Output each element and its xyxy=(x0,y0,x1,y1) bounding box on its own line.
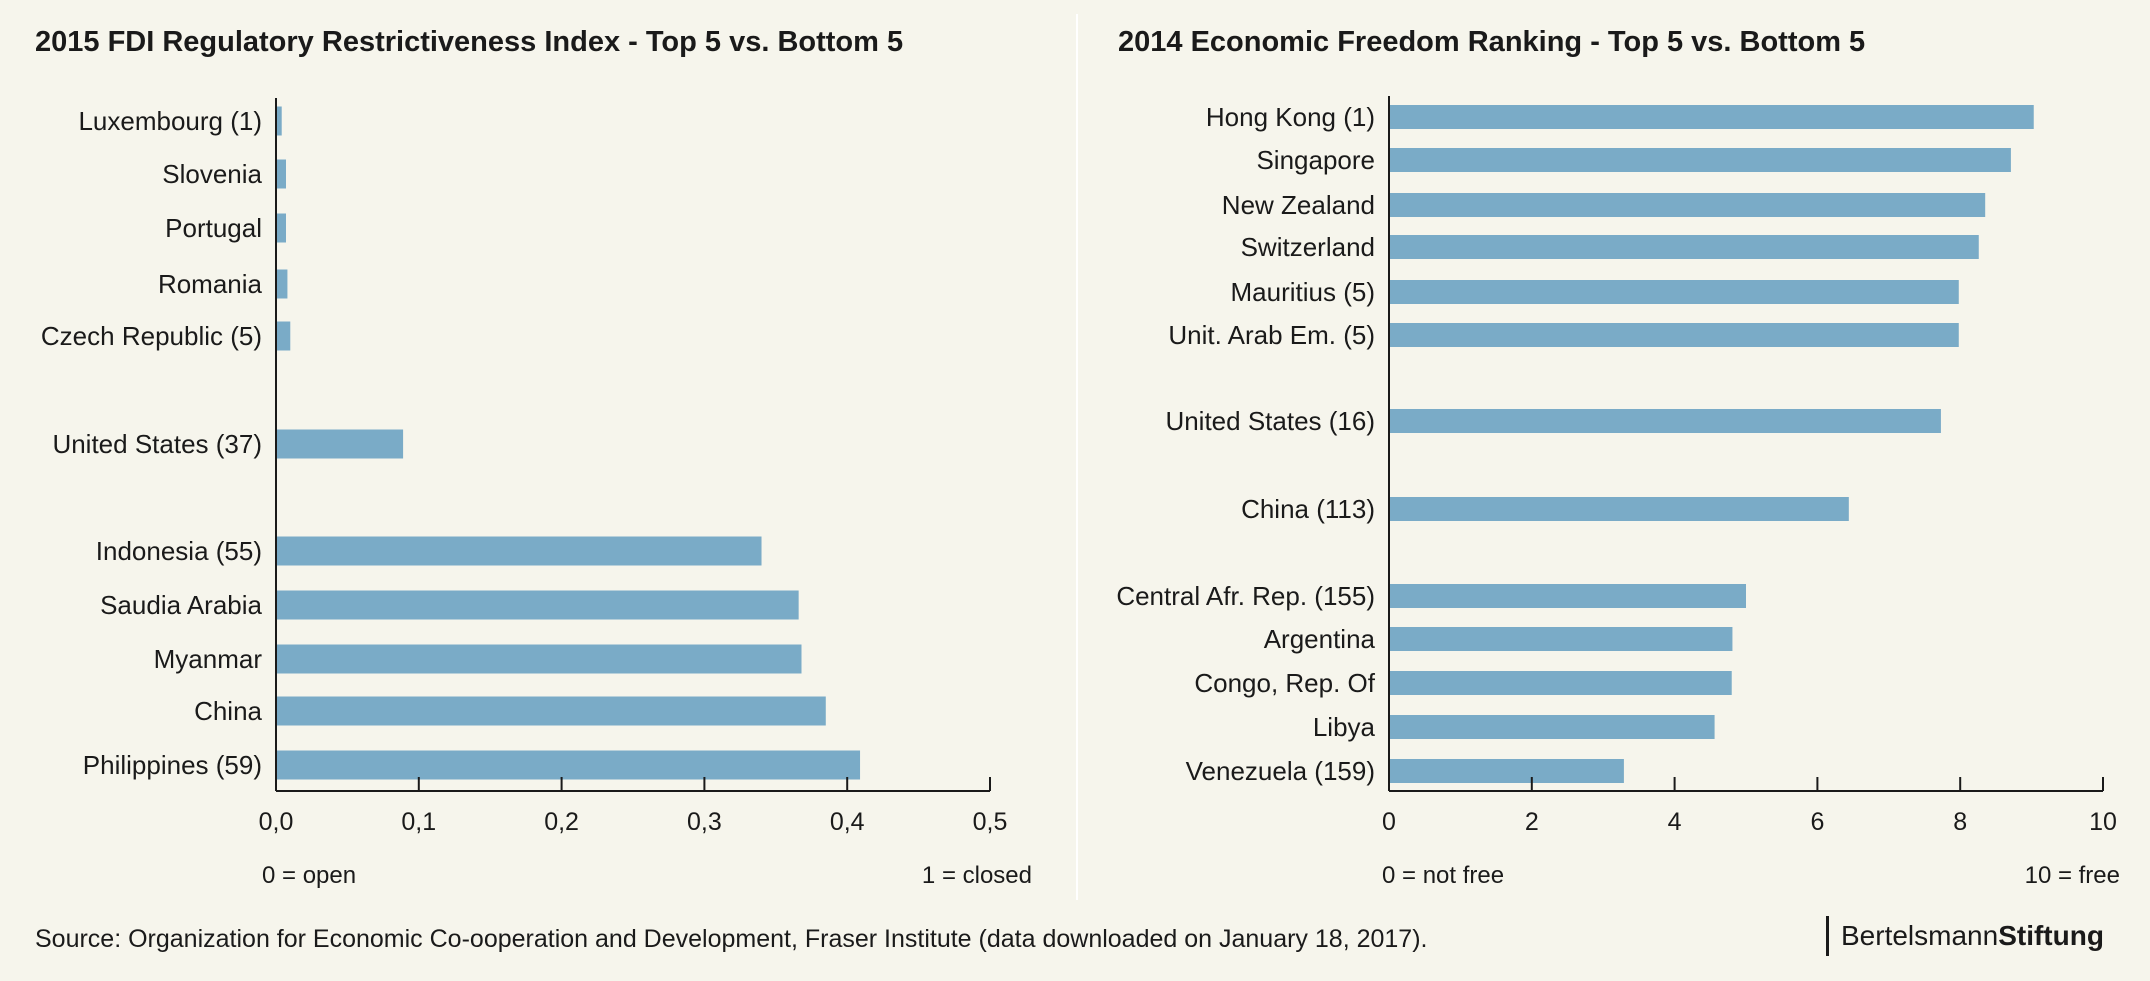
bar xyxy=(277,750,861,780)
brand-bold: Stiftung xyxy=(1998,920,2104,951)
bar xyxy=(277,696,826,726)
category-label: Saudia Arabia xyxy=(100,590,262,620)
economic-freedom-bar-chart: Hong Kong (1) Singapore New Zealand Switzer… xyxy=(1116,96,2120,889)
bar xyxy=(1390,148,2011,172)
category-label: Hong Kong (1) xyxy=(1206,102,1375,132)
bar xyxy=(1390,105,2034,129)
category-label: Indonesia (55) xyxy=(96,536,262,566)
category-label: Unit. Arab Em. (5) xyxy=(1168,320,1375,350)
bar xyxy=(277,590,799,620)
bar xyxy=(1390,584,1746,608)
x-tick-label: 0,0 xyxy=(259,808,294,836)
bar xyxy=(1390,627,1733,651)
category-label: Slovenia xyxy=(162,159,262,189)
x-tick-label: 0,5 xyxy=(973,808,1008,836)
panel-divider xyxy=(1076,14,1078,900)
x-tick-label: 0,3 xyxy=(687,808,722,836)
x-tick-label: 0,4 xyxy=(830,808,865,836)
category-label: United States (16) xyxy=(1165,406,1375,436)
category-label: United States (37) xyxy=(52,429,262,459)
category-label: China (113) xyxy=(1241,494,1375,524)
category-label: Portugal xyxy=(165,213,262,243)
x-tick-label: 4 xyxy=(1668,808,1682,836)
bar xyxy=(277,159,286,189)
x-tick-label: 6 xyxy=(1810,808,1824,836)
bar xyxy=(1390,409,1941,433)
bar xyxy=(1390,671,1732,695)
category-label: Singapore xyxy=(1256,145,1375,175)
bar xyxy=(277,429,404,459)
x-tick-label: 2 xyxy=(1525,808,1539,836)
bar xyxy=(277,536,762,566)
bar xyxy=(277,321,291,351)
bar xyxy=(277,644,802,674)
bar xyxy=(1390,193,1986,217)
scale-note-right: 1 = closed xyxy=(922,862,1032,889)
x-tick-label: 0,2 xyxy=(544,808,579,836)
brand-regular: Bertelsmann xyxy=(1841,920,1999,951)
category-label: Luxembourg (1) xyxy=(78,106,262,136)
category-label: Libya xyxy=(1313,712,1376,742)
x-tick-label: 10 xyxy=(2089,808,2117,836)
bar xyxy=(277,213,286,243)
category-label: Switzerland xyxy=(1241,232,1375,262)
scale-note-left: 0 = open xyxy=(262,862,356,889)
category-label: New Zealand xyxy=(1222,190,1375,220)
category-label: Czech Republic (5) xyxy=(41,321,262,351)
bar xyxy=(277,106,282,136)
bertelsmann-stiftung-logo: BertelsmannStiftung xyxy=(1826,916,2104,956)
category-label: Mauritius (5) xyxy=(1231,277,1375,307)
source-note: Source: Organization for Economic Co-oop… xyxy=(35,925,1428,953)
category-label: Myanmar xyxy=(154,644,263,674)
bar xyxy=(1390,715,1715,739)
category-label: Venezuela (159) xyxy=(1186,756,1375,786)
scale-note-left: 0 = not free xyxy=(1382,862,1504,889)
chart-title-economic-freedom: 2014 Economic Freedom Ranking - Top 5 vs… xyxy=(1118,26,1866,58)
bar xyxy=(1390,497,1849,521)
category-label: Philippines (59) xyxy=(83,750,262,780)
bar xyxy=(277,269,288,299)
bar xyxy=(1390,323,1959,347)
category-label: Romania xyxy=(158,269,263,299)
bar xyxy=(1390,759,1624,783)
chart-title-fdi: 2015 FDI Regulatory Restrictiveness Inde… xyxy=(35,26,904,58)
category-label: Argentina xyxy=(1264,624,1376,654)
bar xyxy=(1390,235,1979,259)
fdi-bar-chart: Luxembourg (1) Slovenia Portugal Romania Cze… xyxy=(41,98,1032,889)
bar xyxy=(1390,280,1959,304)
x-tick-label: 0 xyxy=(1382,808,1396,836)
x-tick-label: 0,1 xyxy=(401,808,436,836)
x-tick-label: 8 xyxy=(1953,808,1967,836)
category-label: Congo, Rep. Of xyxy=(1194,668,1375,698)
scale-note-right: 10 = free xyxy=(2025,862,2120,889)
category-label: China xyxy=(194,696,262,726)
category-label: Central Afr. Rep. (155) xyxy=(1116,581,1375,611)
